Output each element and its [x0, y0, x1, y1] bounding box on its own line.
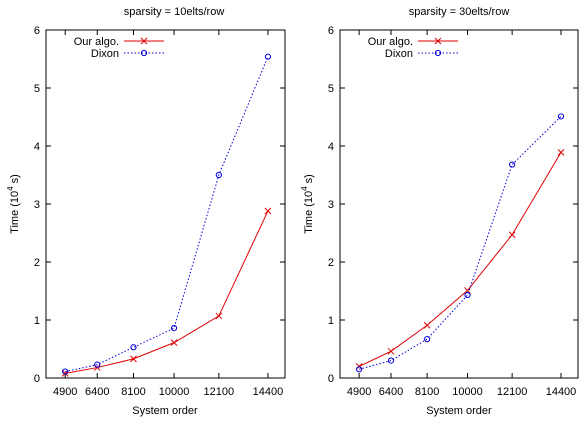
data-point-circle-marker [387, 357, 395, 364]
marker-stroke [464, 287, 471, 294]
y-axis-label-base: Time (10 [9, 191, 21, 234]
y-tick-label: 4 [328, 141, 334, 153]
x-axis-label: System order [426, 405, 492, 417]
marker-stroke [215, 312, 223, 320]
legend-label: Dixon [91, 48, 119, 60]
series-2 [62, 53, 272, 375]
data-point-x-marker [508, 231, 516, 239]
data-point-x-marker [387, 347, 395, 355]
data-point-circle-marker [62, 368, 69, 375]
x-tick-label: 10000 [452, 386, 483, 398]
data-point-x-marker [464, 287, 471, 294]
legend-label: Our algo. [74, 36, 119, 48]
legend-circle-marker [434, 49, 442, 57]
y-axis-label-tail: s) [303, 174, 315, 186]
data-point-circle-marker [264, 53, 272, 60]
chart-title: sparsity = 30elts/row [409, 6, 510, 18]
y-axis-label-exponent: 4 [300, 186, 309, 191]
series-1 [61, 207, 272, 377]
x-tick-label: 6400 [85, 386, 109, 398]
y-tick-label: 1 [34, 315, 40, 327]
data-point-x-marker [215, 312, 223, 320]
series-line [358, 152, 562, 367]
x-tick-label: 6400 [379, 386, 403, 398]
x-tick-label: 8100 [415, 386, 439, 398]
marker-stroke [387, 347, 395, 355]
chart-panel-2: sparsity = 30elts/row 0 1 2 3 4 5 6 4900 6400 8100… [300, 6, 579, 417]
marker-stroke [264, 207, 272, 215]
x-tick-label: 8100 [121, 386, 145, 398]
y-tick-label: 3 [328, 199, 334, 211]
legend: Our algo.Dixon [368, 36, 458, 60]
y-axis-label: Time (104 s) [6, 174, 21, 234]
plot-frame [45, 29, 286, 379]
legend-label: Our algo. [368, 36, 413, 48]
y-tick-label: 2 [34, 257, 40, 269]
data-point-circle-marker [557, 113, 565, 120]
x-tick-label: 4900 [53, 386, 77, 398]
y-tick-label: 6 [34, 25, 40, 37]
data-point-circle-marker [130, 344, 137, 351]
y-tick-label: 5 [328, 83, 334, 95]
y-tick-label: 3 [34, 199, 40, 211]
data-point-circle-marker [356, 366, 363, 373]
marker-stroke [508, 231, 516, 239]
data-point-circle-marker [464, 291, 471, 299]
data-point-x-marker [264, 207, 272, 215]
data-point-circle-marker [509, 161, 516, 168]
series-1 [355, 149, 565, 370]
data-point-x-marker [61, 370, 69, 377]
x-tick-label: 4900 [347, 386, 371, 398]
marker-stroke [61, 370, 69, 377]
data-point-x-marker [130, 355, 137, 363]
series-2 [356, 113, 565, 373]
marker-stroke [423, 321, 431, 329]
y-tick-label: 0 [34, 373, 40, 385]
x-tick-label: 14400 [546, 386, 577, 398]
data-point-circle-marker [170, 325, 178, 332]
series-line [65, 56, 269, 373]
marker-stroke [130, 355, 137, 363]
data-point-x-marker [423, 321, 431, 329]
y-tick-label: 5 [34, 83, 40, 95]
y-axis-label-tail: s) [9, 174, 21, 186]
x-tick-label: 12100 [497, 386, 528, 398]
data-point-circle-marker [424, 336, 431, 343]
data-point-circle-marker [94, 361, 101, 368]
y-tick-label: 6 [328, 25, 334, 37]
y-axis-label: Time (104 s) [300, 174, 315, 234]
marker-stroke [170, 339, 178, 346]
chart-title: sparsity = 10elts/row [124, 6, 225, 18]
y-axis-label-exponent: 4 [6, 186, 15, 191]
x-tick-label: 12100 [204, 386, 235, 398]
data-point-x-marker [170, 339, 178, 346]
y-tick-label: 2 [328, 257, 334, 269]
x-tick-label: 14400 [253, 386, 284, 398]
x-tick-label: 10000 [159, 386, 190, 398]
y-tick-label: 0 [328, 373, 334, 385]
legend-label: Dixon [385, 48, 413, 60]
series-line [65, 210, 269, 374]
data-point-circle-marker [215, 171, 222, 179]
legend-x-marker [434, 37, 442, 45]
y-tick-label: 1 [328, 315, 334, 327]
legend-x-marker [140, 37, 148, 45]
y-axis-label-base: Time (10 [303, 191, 315, 234]
data-point-x-marker [557, 149, 565, 156]
series-line [358, 116, 562, 370]
chart-panel-1: sparsity = 10elts/row 0 1 2 3 4 5 6 4900 6400 8100… [6, 6, 286, 417]
legend: Our algo.Dixon [74, 36, 164, 60]
y-tick-label: 4 [34, 141, 40, 153]
x-axis-label: System order [132, 405, 198, 417]
legend-circle-marker [140, 49, 148, 57]
plot-frame [339, 29, 579, 379]
marker-stroke [557, 149, 565, 156]
